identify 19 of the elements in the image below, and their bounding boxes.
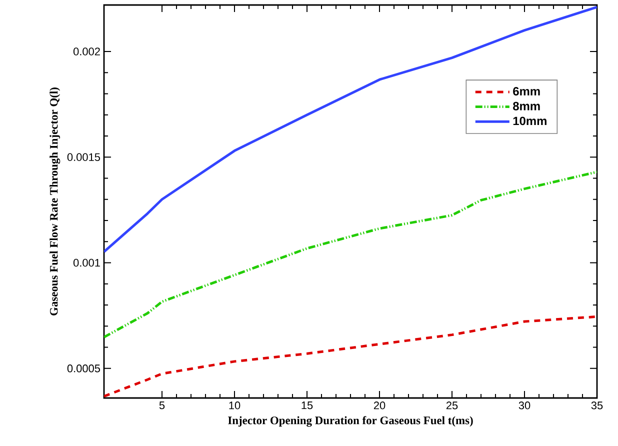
- x-axis-title: Injector Opening Duration for Gaseous Fuel t(ms): [228, 416, 473, 427]
- legend-label: 6mm: [513, 87, 540, 96]
- line-series: [104, 315, 598, 398]
- x-tick-label: 35: [591, 402, 603, 410]
- x-tick-label: 5: [159, 402, 165, 410]
- y-axis-title: Gaseous Fuel Flow Rate Through Injector Q(l): [50, 88, 60, 316]
- line-series: [104, 6, 598, 254]
- x-tick-label: 30: [518, 402, 530, 410]
- legend-label: 8mm: [513, 102, 540, 110]
- y-tick-label: 0.001: [73, 258, 100, 267]
- x-tick-label: 10: [229, 402, 240, 410]
- y-tick-label: 0.0005: [67, 364, 100, 372]
- y-tick-label: 0.002: [73, 48, 100, 56]
- x-tick-label: 25: [446, 402, 458, 410]
- x-tick-label: 15: [302, 402, 313, 410]
- legend-label: 10mm: [513, 116, 546, 126]
- line-series: [104, 170, 598, 338]
- y-tick-label: 0.0015: [67, 153, 100, 162]
- x-tick-label: 20: [374, 402, 386, 410]
